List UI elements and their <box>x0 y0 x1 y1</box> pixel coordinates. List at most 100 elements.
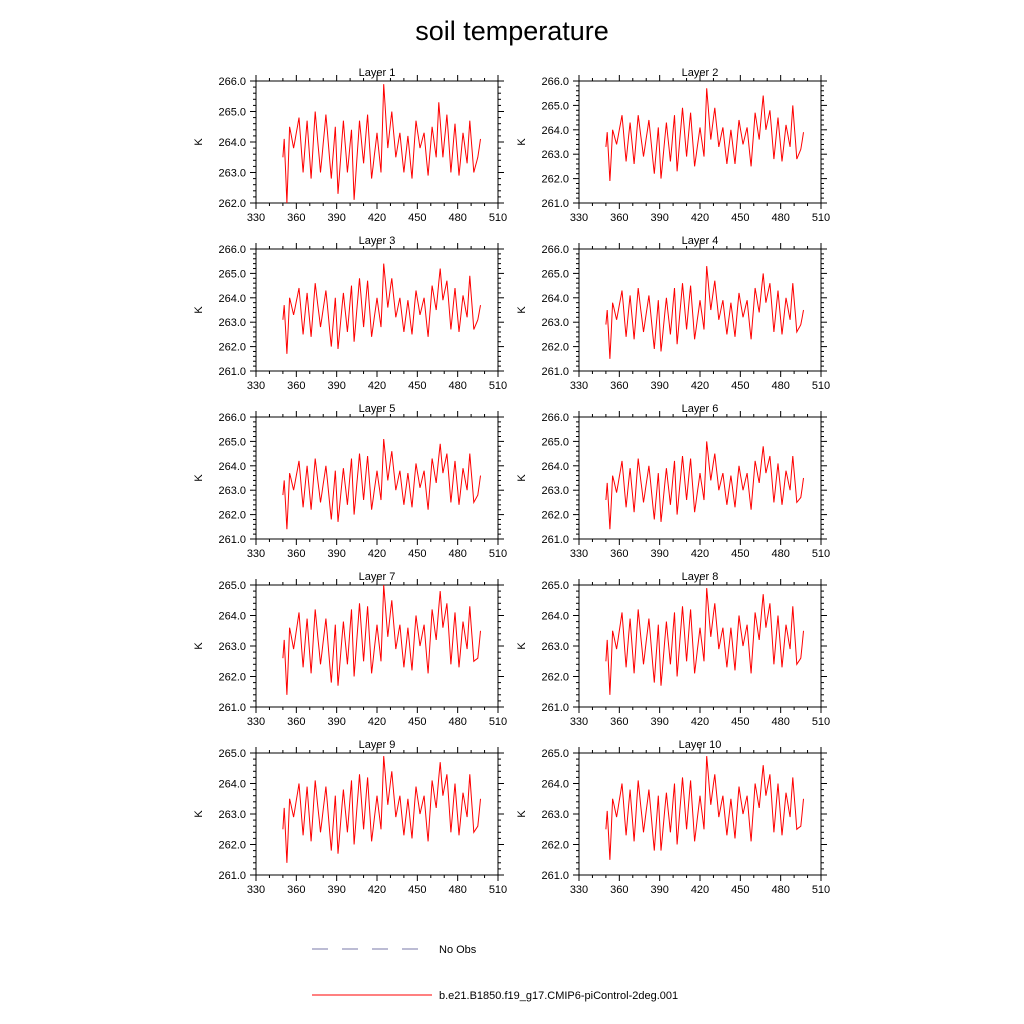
y-axis-label: K <box>193 642 205 650</box>
y-tick-label: 264.0 <box>218 611 246 623</box>
y-tick-label: 263.0 <box>218 168 246 180</box>
panel-layer-8: Layer 8 261.0 262.0 263.0 264.0 265.0 330 360 39… <box>516 571 830 728</box>
y-tick-label: 265.0 <box>541 100 569 112</box>
y-axis-label: K <box>193 138 205 146</box>
x-tick-label: 480 <box>448 212 466 224</box>
x-tick-label: 330 <box>247 716 265 728</box>
x-tick-label: 420 <box>691 548 709 560</box>
x-tick-label: 390 <box>650 548 668 560</box>
x-tick-label: 330 <box>570 380 588 392</box>
y-tick-label: 261.0 <box>218 702 246 714</box>
x-tick-label: 510 <box>489 380 507 392</box>
series-line-layer-1 <box>282 84 481 204</box>
y-tick-label: 264.0 <box>218 293 246 305</box>
x-tick-label: 450 <box>408 548 426 560</box>
x-tick-label: 360 <box>287 884 305 896</box>
y-tick-label: 262.0 <box>218 510 246 522</box>
x-tick-label: 450 <box>731 380 749 392</box>
plot-frame <box>578 752 822 876</box>
x-tick-label: 360 <box>287 380 305 392</box>
x-tick-label: 390 <box>650 716 668 728</box>
y-tick-label: 264.0 <box>218 461 246 473</box>
y-axis-label: K <box>516 306 528 314</box>
y-axis-label: K <box>516 642 528 650</box>
y-tick-label: 265.0 <box>218 107 246 119</box>
x-tick-label: 480 <box>771 212 789 224</box>
x-tick-label: 330 <box>247 884 265 896</box>
x-tick-label: 420 <box>368 212 386 224</box>
series-line-layer-9 <box>282 756 481 863</box>
y-tick-label: 266.0 <box>541 76 569 88</box>
x-tick-label: 480 <box>771 548 789 560</box>
panel-layer-3: Layer 3 261.0 262.0 263.0 264.0 265.0 266.0 330… <box>193 235 507 392</box>
y-tick-label: 263.0 <box>218 809 246 821</box>
y-axis-label: K <box>516 810 528 818</box>
y-tick-label: 263.0 <box>218 317 246 329</box>
y-tick-label: 261.0 <box>541 870 569 882</box>
panel-title-layer-3: Layer 3 <box>359 235 396 247</box>
x-tick-label: 420 <box>691 716 709 728</box>
x-tick-label: 450 <box>731 548 749 560</box>
y-tick-label: 262.0 <box>218 672 246 684</box>
panel-layer-7: Layer 7 261.0 262.0 263.0 264.0 265.0 330 360 39… <box>193 571 507 728</box>
x-tick-label: 510 <box>812 716 830 728</box>
x-tick-label: 450 <box>731 716 749 728</box>
x-tick-label: 390 <box>327 212 345 224</box>
x-tick-label: 390 <box>650 212 668 224</box>
y-tick-label: 261.0 <box>541 534 569 546</box>
y-tick-label: 264.0 <box>218 779 246 791</box>
x-tick-label: 420 <box>368 380 386 392</box>
y-tick-label: 265.0 <box>541 268 569 280</box>
y-tick-label: 261.0 <box>218 870 246 882</box>
x-tick-label: 390 <box>650 884 668 896</box>
panel-title-layer-10: Layer 10 <box>679 739 722 751</box>
y-tick-label: 265.0 <box>218 436 246 448</box>
legend-obs-label: No Obs <box>439 944 477 956</box>
panel-title-layer-7: Layer 7 <box>359 571 396 583</box>
y-tick-label: 266.0 <box>541 244 569 256</box>
x-tick-label: 510 <box>812 212 830 224</box>
y-tick-label: 263.0 <box>218 641 246 653</box>
x-tick-label: 450 <box>731 884 749 896</box>
y-tick-label: 263.0 <box>541 485 569 497</box>
series-line-layer-7 <box>282 584 481 695</box>
x-tick-label: 360 <box>610 212 628 224</box>
y-tick-label: 266.0 <box>218 76 246 88</box>
x-tick-label: 330 <box>247 380 265 392</box>
panel-title-layer-6: Layer 6 <box>682 403 719 415</box>
y-tick-label: 262.0 <box>218 840 246 852</box>
y-tick-label: 265.0 <box>218 748 246 760</box>
legend: No Obs b.e21.B1850.f19_g17.CMIP6-piContr… <box>312 944 678 1002</box>
y-tick-label: 262.0 <box>541 840 569 852</box>
panel-layer-4: Layer 4 261.0 262.0 263.0 264.0 265.0 266.0 330… <box>516 235 830 392</box>
y-tick-label: 262.0 <box>541 672 569 684</box>
panel-title-layer-1: Layer 1 <box>359 67 396 79</box>
y-tick-label: 265.0 <box>218 580 246 592</box>
y-tick-label: 265.0 <box>218 268 246 280</box>
y-tick-label: 262.0 <box>218 198 246 210</box>
x-tick-label: 390 <box>327 548 345 560</box>
x-tick-label: 360 <box>610 548 628 560</box>
panel-title-layer-5: Layer 5 <box>359 403 396 415</box>
y-tick-label: 265.0 <box>541 436 569 448</box>
y-tick-label: 261.0 <box>218 366 246 378</box>
x-tick-label: 480 <box>448 716 466 728</box>
series-line-layer-2 <box>605 88 804 182</box>
x-tick-label: 390 <box>327 884 345 896</box>
x-tick-label: 360 <box>287 212 305 224</box>
y-tick-label: 263.0 <box>541 809 569 821</box>
x-tick-label: 510 <box>489 884 507 896</box>
x-tick-label: 480 <box>771 380 789 392</box>
y-axis-label: K <box>193 810 205 818</box>
series-line-layer-6 <box>605 441 804 530</box>
x-tick-label: 330 <box>570 884 588 896</box>
series-line-layer-8 <box>605 588 804 695</box>
x-tick-label: 390 <box>327 380 345 392</box>
y-tick-label: 266.0 <box>541 412 569 424</box>
x-tick-label: 450 <box>408 380 426 392</box>
y-tick-label: 265.0 <box>541 748 569 760</box>
y-tick-label: 264.0 <box>218 137 246 149</box>
y-axis-label: K <box>193 474 205 482</box>
x-tick-label: 390 <box>327 716 345 728</box>
panel-layer-2: Layer 2 261.0 262.0 263.0 264.0 265.0 266.0 330… <box>516 67 830 224</box>
